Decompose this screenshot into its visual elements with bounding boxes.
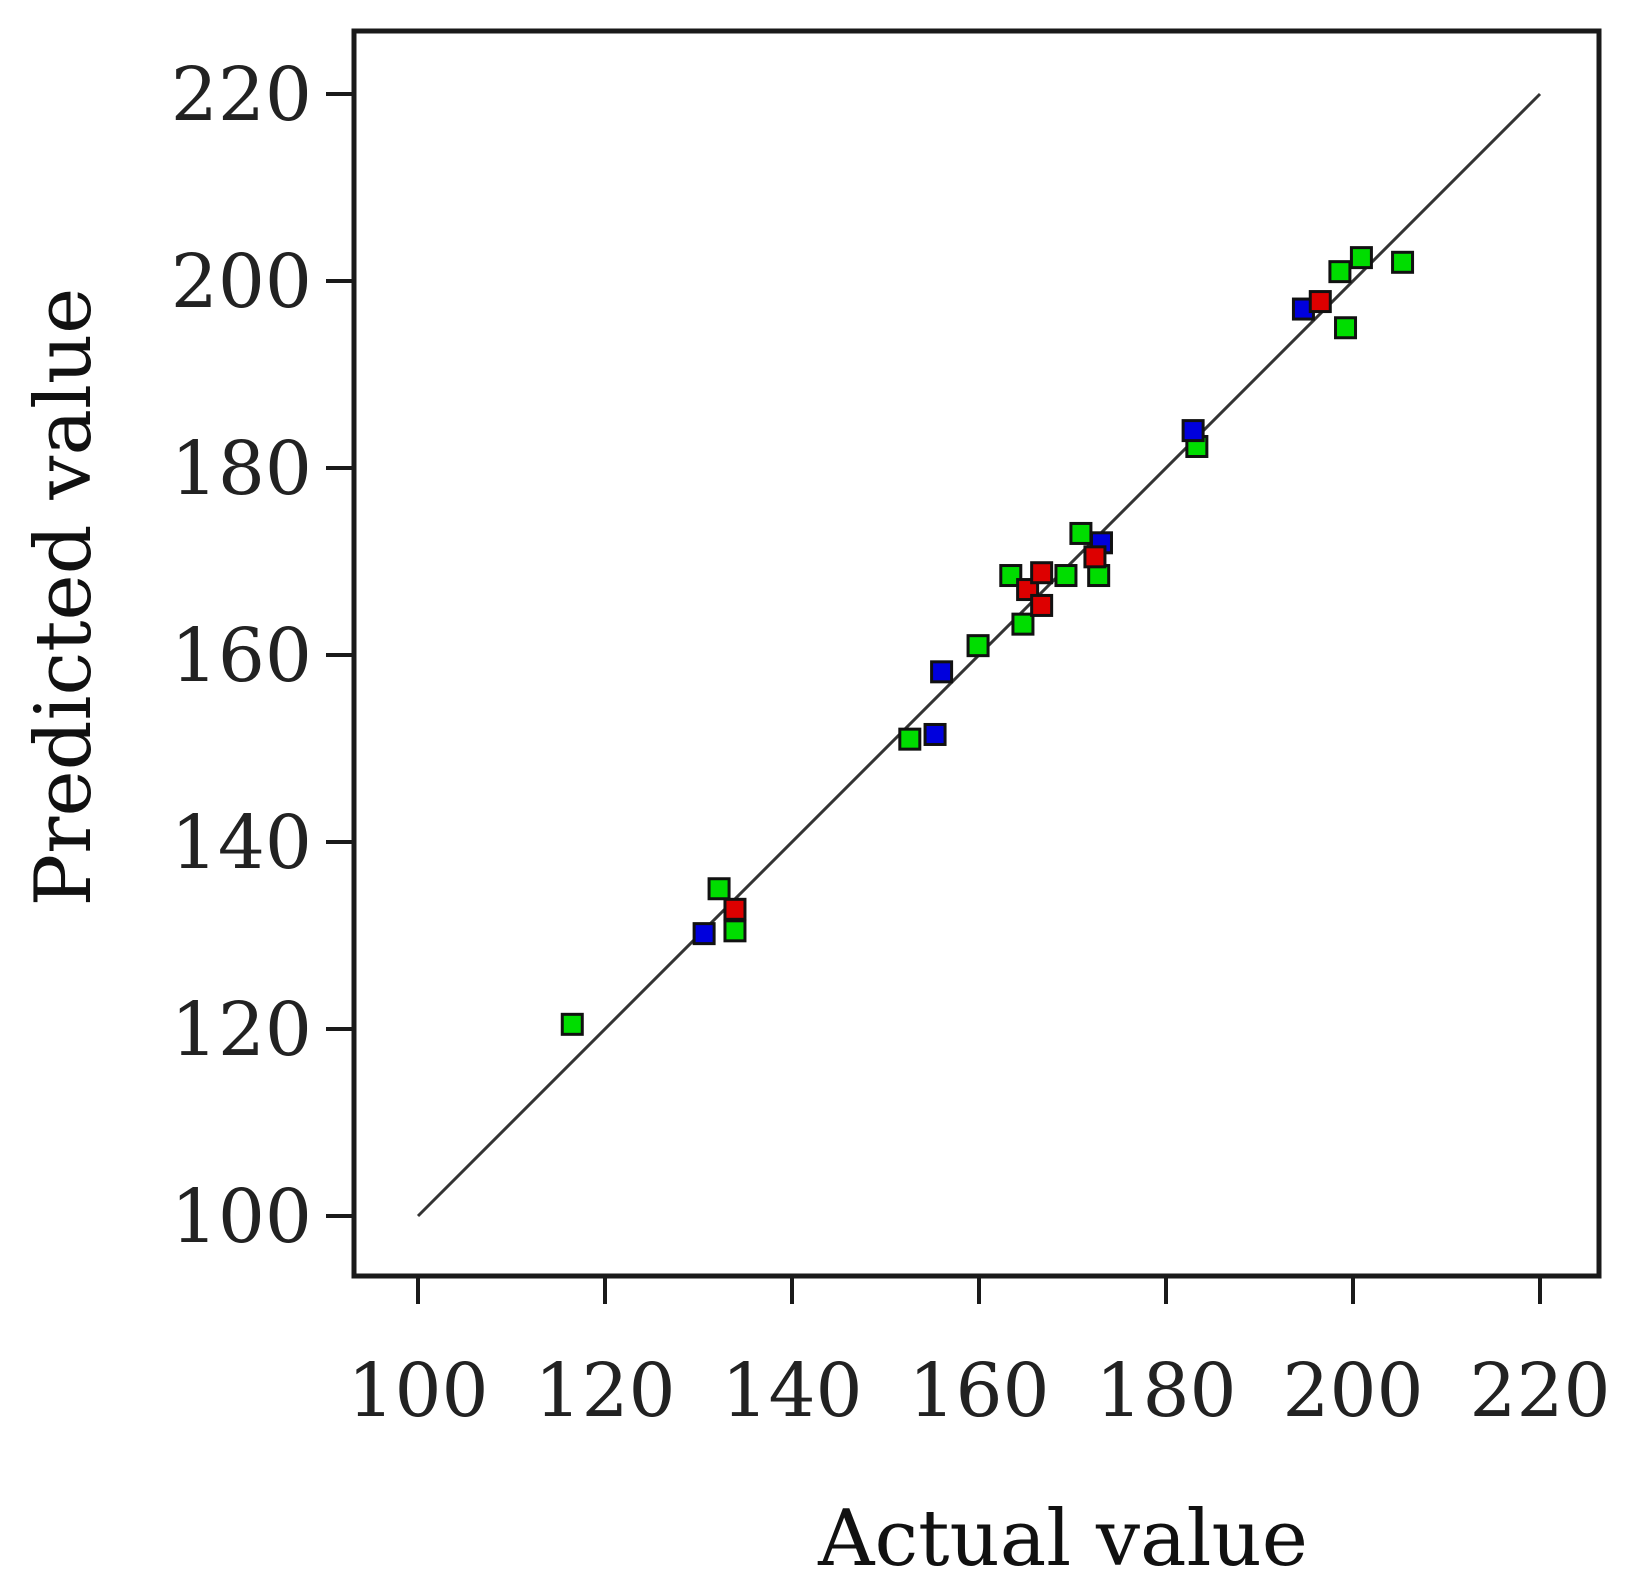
data-point <box>1334 316 1358 340</box>
x-tick-label: 180 <box>1095 1348 1236 1434</box>
data-point <box>560 1012 584 1036</box>
x-tick-label: 220 <box>1469 1348 1610 1434</box>
data-point <box>1087 564 1111 588</box>
data-point <box>723 897 747 921</box>
data-point <box>723 919 747 943</box>
x-tick-label: 120 <box>534 1348 675 1434</box>
x-tick-label: 200 <box>1282 1348 1423 1434</box>
y-axis-title: Predicted value <box>19 288 109 907</box>
data-point <box>1054 564 1078 588</box>
data-point <box>966 634 990 658</box>
data-point <box>923 722 947 746</box>
data-point <box>930 660 954 684</box>
data-point <box>1069 521 1093 545</box>
y-tick-label: 120 <box>171 987 312 1073</box>
data-point <box>1030 561 1054 585</box>
data-point <box>999 564 1023 588</box>
data-point <box>898 727 922 751</box>
y-tick-label: 140 <box>171 800 312 886</box>
x-tick-label: 160 <box>908 1348 1049 1434</box>
x-tick-label: 100 <box>347 1348 488 1434</box>
data-point <box>1083 545 1107 569</box>
x-tick-label: 140 <box>721 1348 862 1434</box>
data-point <box>692 922 716 946</box>
data-point <box>1181 419 1205 443</box>
y-tick-label: 180 <box>171 426 312 512</box>
data-point <box>1011 612 1035 636</box>
data-point <box>1349 246 1373 270</box>
data-point <box>1391 250 1415 274</box>
data-point <box>1308 290 1332 314</box>
x-axis-title: Actual value <box>817 1494 1308 1584</box>
data-point <box>707 877 731 901</box>
y-tick-label: 220 <box>171 52 312 138</box>
y-tick-label: 200 <box>171 239 312 325</box>
data-point <box>1328 260 1352 284</box>
y-tick-label: 100 <box>171 1174 312 1260</box>
data-point <box>1030 593 1054 617</box>
y-tick-label: 160 <box>171 613 312 699</box>
